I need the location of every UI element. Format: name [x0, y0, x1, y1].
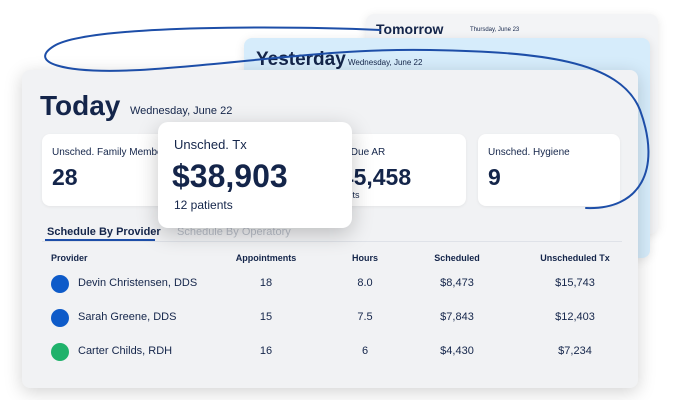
provider-color-dot [51, 275, 69, 293]
stat-label: Unsched. Hygiene [488, 147, 570, 158]
popup-caption: 12 patients [174, 198, 233, 212]
stat-label: Past Due AR [328, 147, 386, 158]
popup-value: $38,903 [172, 158, 288, 194]
tomorrow-date: Thursday, June 23 [470, 27, 520, 33]
col-header-provider: Provider [51, 253, 88, 263]
tab-schedule-by-operatory[interactable]: Schedule By Operatory [177, 226, 291, 238]
unscheduled-value: $15,743 [555, 277, 595, 289]
hours-value: 7.5 [357, 311, 373, 323]
table-row[interactable]: Carter Childs, RDH 16 6 $4,430 $7,234 [22, 336, 638, 370]
col-header-unscheduled-tx: Unscheduled Tx [540, 253, 610, 263]
scheduled-value: $8,473 [440, 277, 474, 289]
provider-name: Sarah Greene, DDS [78, 311, 177, 323]
yesterday-date: Wednesday, June 22 [348, 58, 423, 67]
table-row[interactable]: Sarah Greene, DDS 15 7.5 $7,843 $12,403 [22, 302, 638, 336]
stat-unsched-hygiene[interactable]: Unsched. Hygiene 9 [478, 134, 620, 206]
appointments-value: 16 [259, 345, 273, 357]
active-tab-indicator [45, 239, 155, 241]
scheduled-value: $4,430 [440, 345, 474, 357]
hours-value: 8.0 [357, 277, 373, 289]
provider-name: Carter Childs, RDH [78, 345, 173, 357]
provider-name: Devin Christensen, DDS [78, 277, 198, 289]
appointments-value: 18 [259, 277, 273, 289]
col-header-hours: Hours [351, 253, 378, 263]
stat-label: Unsched. Family Members [52, 147, 171, 158]
stat-value: 9 [488, 164, 501, 190]
provider-color-dot [51, 343, 69, 361]
unscheduled-value: $12,403 [555, 311, 595, 323]
tomorrow-title: Tomorrow [376, 21, 444, 37]
hours-value: 6 [361, 345, 369, 357]
tab-schedule-by-provider[interactable]: Schedule By Provider [47, 226, 161, 238]
provider-color-dot [51, 309, 69, 327]
tab-divider [42, 241, 622, 242]
today-date: Wednesday, June 22 [130, 105, 233, 117]
unsched-tx-popup[interactable]: Unsched. Tx $38,903 12 patients [158, 122, 352, 228]
appointments-value: 15 [259, 311, 273, 323]
table-row[interactable]: Devin Christensen, DDS 18 8.0 $8,473 $15… [22, 268, 638, 302]
orbit-line [44, 26, 650, 210]
col-header-scheduled: Scheduled [434, 253, 480, 263]
stat-value: 28 [52, 164, 78, 190]
unscheduled-value: $7,234 [558, 345, 592, 357]
today-title: Today [40, 90, 121, 121]
col-header-appointments: Appointments [235, 253, 297, 263]
popup-label: Unsched. Tx [174, 137, 247, 152]
scheduled-value: $7,843 [440, 311, 474, 323]
